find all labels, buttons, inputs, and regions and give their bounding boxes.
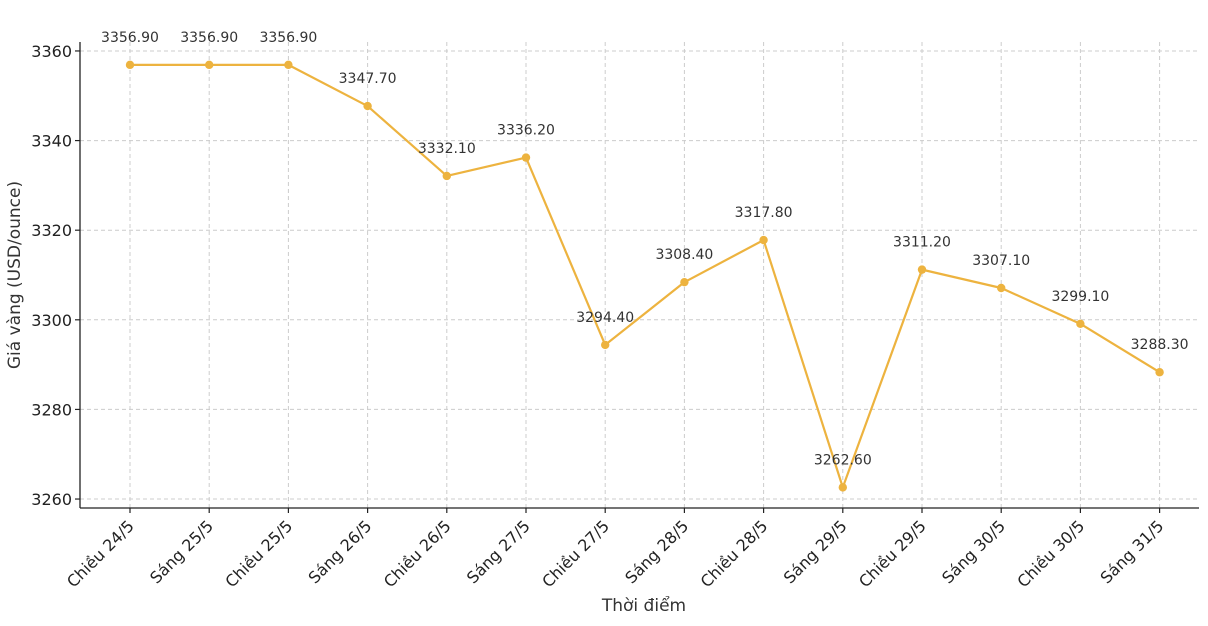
data-point (838, 483, 847, 492)
y-axis-ticks: 3260 3280 3300 3320 3340 3360 (31, 42, 80, 509)
data-label: 3308.40 (655, 247, 713, 263)
axes (79, 42, 1199, 509)
x-tick-label: Sáng 26/5 (305, 516, 376, 587)
data-label: 3336.20 (497, 123, 555, 139)
data-point (442, 171, 451, 181)
x-tick-label: Chiều 28/5 (697, 516, 772, 591)
data-points (125, 60, 1164, 492)
x-tick-label: Chiều 25/5 (221, 516, 296, 591)
y-axis-title: Giá vàng (USD/ounce) (5, 181, 25, 369)
grid (80, 42, 1199, 508)
data-point (284, 60, 293, 70)
y-tick-label: 3300 (31, 311, 72, 330)
y-tick-label: 3280 (31, 400, 72, 419)
data-label: 3356.90 (180, 30, 238, 46)
data-label: 3288.30 (1131, 337, 1189, 353)
x-axis-title: Thời điểm (601, 595, 686, 616)
data-label: 3294.40 (576, 310, 634, 326)
data-point (125, 60, 135, 70)
x-tick-label: Sáng 31/5 (1097, 516, 1168, 587)
y-tick-label: 3320 (31, 221, 72, 240)
x-tick-label: Sáng 27/5 (463, 516, 534, 587)
data-point (997, 283, 1006, 293)
x-tick-label: Sáng 30/5 (938, 516, 1009, 587)
data-labels: 3356.90 3356.90 3356.90 3347.70 3332.10 3336.… (101, 30, 1189, 469)
data-point (680, 277, 689, 287)
data-point (759, 235, 768, 245)
x-tick-label: Chiều 24/5 (63, 516, 138, 591)
series-line-path (130, 63, 1161, 489)
data-point (363, 101, 372, 111)
data-label: 3262.60 (814, 452, 872, 468)
data-point (1076, 319, 1085, 329)
x-tick-label: Sáng 28/5 (621, 516, 692, 587)
y-tick-label: 3360 (31, 42, 72, 61)
data-label: 3332.10 (418, 141, 476, 157)
x-tick-label: Chiều 27/5 (538, 516, 613, 591)
x-tick-label: Sáng 25/5 (146, 516, 217, 587)
data-point (205, 60, 214, 70)
data-label: 3299.10 (1051, 289, 1109, 305)
data-label: 3356.90 (101, 30, 159, 46)
data-label: 3307.10 (972, 253, 1030, 269)
series-line (130, 63, 1161, 489)
data-label: 3311.20 (893, 235, 951, 251)
x-tick-label: Chiều 30/5 (1013, 516, 1088, 591)
data-point (601, 340, 610, 350)
x-axis-ticks: Chiều 24/5 Sáng 25/5 Chiều 25/5 Sáng 26/5 Ch… (63, 508, 1167, 591)
data-label: 3317.80 (735, 205, 793, 221)
y-tick-label: 3340 (31, 132, 72, 151)
x-tick-label: Chiều 29/5 (855, 516, 930, 591)
data-label: 3356.90 (259, 30, 317, 46)
x-tick-label: Chiều 26/5 (380, 516, 455, 591)
y-tick-label: 3260 (31, 490, 72, 509)
data-point (917, 265, 927, 274)
data-label: 3347.70 (339, 71, 397, 87)
data-point (1155, 368, 1164, 377)
x-tick-label: Sáng 29/5 (780, 516, 851, 587)
data-point (521, 153, 531, 162)
